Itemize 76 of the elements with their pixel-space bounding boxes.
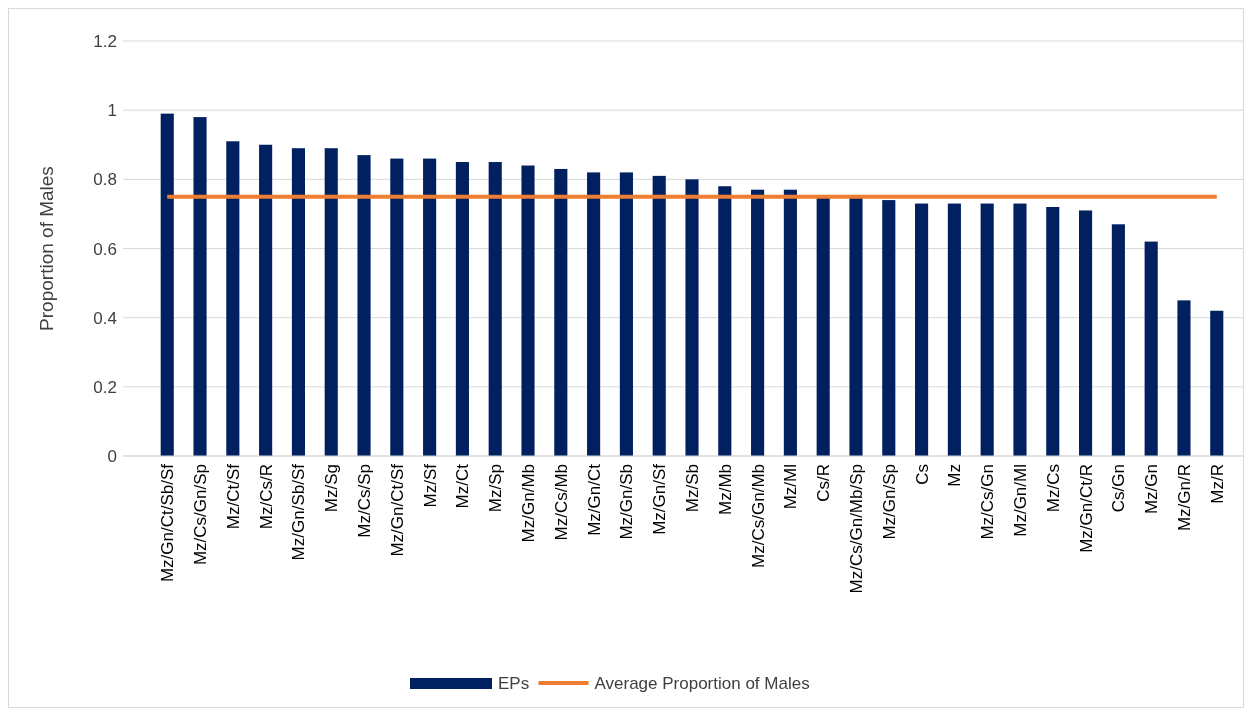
x-tick-label: Mz/Ct/Sf [223, 463, 243, 530]
bar [685, 179, 699, 456]
bar [652, 175, 666, 456]
bar [554, 168, 568, 456]
y-tick-label: 0 [107, 447, 117, 466]
bar [980, 203, 994, 456]
x-tick-label: Mz/Gn [1142, 464, 1162, 515]
x-tick-label: Mz/Gn/Ml [1010, 464, 1030, 537]
x-tick-label: Mz/Gn/Ct/R [1076, 464, 1096, 553]
bar [390, 158, 404, 456]
x-tick-label: Mz/Cs/Gn/Mb [748, 464, 768, 568]
bar [1210, 310, 1224, 456]
bar [259, 144, 273, 456]
bar [291, 148, 305, 456]
bar [783, 189, 797, 456]
bar [619, 172, 633, 456]
y-axis-title: Proportion of Males [36, 166, 57, 331]
bar [1177, 300, 1191, 456]
bar [849, 196, 863, 456]
bar [1144, 241, 1158, 456]
x-tick-label: Mz/R [1207, 464, 1227, 504]
x-tick-label: Mz/Cs/R [256, 464, 276, 530]
x-tick-label: Mz/Cs [1043, 464, 1063, 513]
y-tick-label: 0.4 [93, 308, 117, 328]
bar [423, 158, 437, 456]
bar [915, 203, 929, 456]
x-tick-label: Mz/Gn/Sb [617, 464, 637, 540]
bar [357, 155, 371, 456]
x-tick-label: Mz/Cs/Gn [978, 464, 998, 540]
x-tick-label: Cs/R [814, 464, 834, 502]
x-tick-label: Mz/Gn/Ct [584, 463, 604, 536]
y-tick-label: 0.6 [93, 239, 117, 259]
x-tick-label: Mz/Gn/Sf [650, 463, 670, 535]
bar [193, 117, 207, 456]
x-tick-label: Mz/Cs/Sp [355, 464, 375, 538]
y-tick-label: 1 [107, 101, 117, 121]
bar [160, 113, 174, 456]
bar [226, 141, 240, 456]
bar [521, 165, 535, 456]
x-tick-label: Mz/Cs/Gn/Mb/Sp [846, 464, 866, 594]
x-tick-label: Cs [912, 464, 932, 485]
bar [587, 172, 601, 456]
x-tick-label: Mz/Sf [420, 463, 440, 508]
bar [1079, 210, 1093, 456]
x-tick-label: Mz/Gn/Sp [879, 464, 899, 540]
bar [882, 200, 896, 456]
x-tick-label: Mz/Ml [781, 464, 801, 510]
bar [488, 162, 502, 456]
x-tick-label: Mz [945, 464, 965, 487]
bar [816, 196, 830, 456]
bar [751, 189, 765, 456]
bar [1046, 207, 1060, 456]
x-tick-label: Mz/Ct [453, 463, 473, 509]
x-tick-label: Cs/Gn [1109, 464, 1129, 513]
x-tick-label: Mz/Sg [322, 464, 342, 513]
x-tick-label: Mz/Mb [715, 464, 735, 515]
y-tick-label: 0.8 [93, 170, 117, 190]
y-tick-label: 0.2 [93, 377, 117, 397]
x-tick-label: Mz/Cs/Gn/Sp [191, 464, 211, 566]
legend-label: EPs [498, 674, 530, 693]
bar [1013, 203, 1027, 456]
x-tick-label: Mz/Gn/Sb/Sf [289, 463, 309, 561]
bar [718, 186, 732, 456]
x-tick-label: Mz/Sb [683, 464, 702, 513]
legend-label: Average Proportion of Males [594, 674, 810, 693]
x-tick-label: Mz/Gn/Ct/Sb/Sf [158, 463, 178, 583]
x-tick-label: Mz/Cs/Mb [551, 464, 571, 541]
bar [324, 148, 338, 456]
x-tick-label: Mz/Gn/R [1174, 464, 1194, 532]
x-tick-label: Mz/Gn/Ct/Sf [387, 463, 407, 557]
bar [1111, 224, 1125, 456]
y-tick-label: 1.2 [93, 32, 117, 51]
x-tick-label: Mz/Gn/Mb [519, 464, 539, 543]
bar [455, 162, 469, 456]
x-tick-label: Mz/Sp [486, 464, 506, 513]
bar [947, 203, 961, 456]
